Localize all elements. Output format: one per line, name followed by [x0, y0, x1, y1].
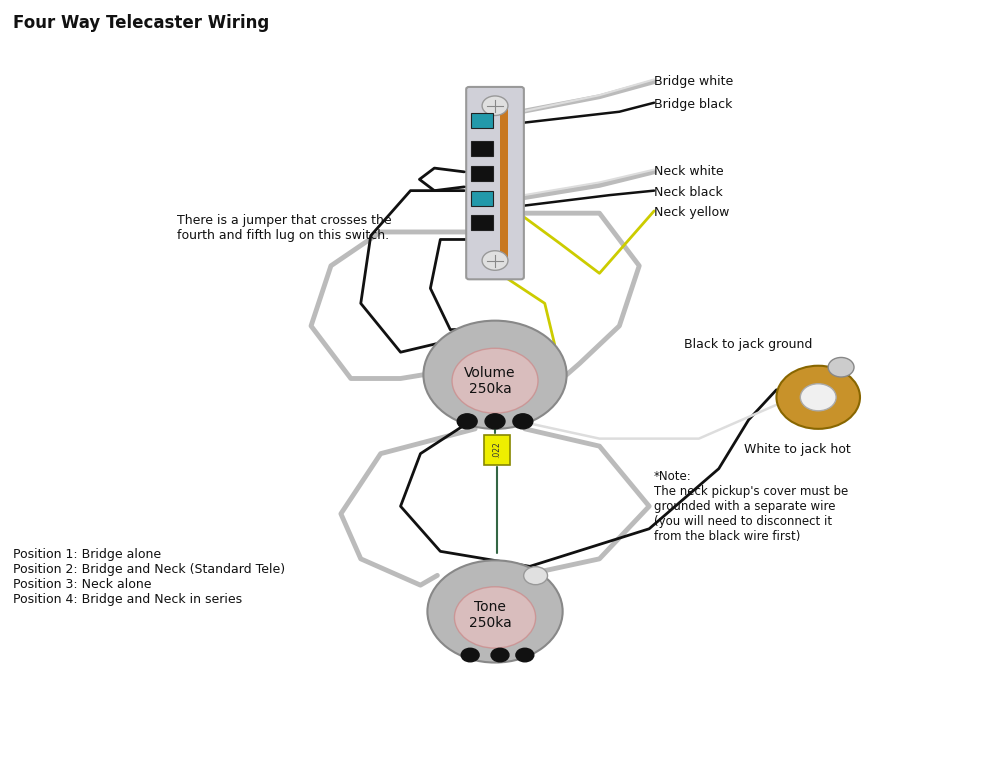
Text: Black to jack ground: Black to jack ground	[684, 338, 812, 351]
Text: Neck yellow: Neck yellow	[654, 206, 730, 219]
Text: White to jack hot: White to jack hot	[744, 444, 850, 456]
Text: Neck black: Neck black	[654, 185, 723, 198]
Text: Bridge black: Bridge black	[654, 98, 733, 111]
Text: *Note:
The neck pickup's cover must be
grounded with a separate wire
(you will n: *Note: The neck pickup's cover must be g…	[654, 470, 848, 543]
Circle shape	[800, 384, 836, 411]
Bar	[471, 191, 493, 206]
Text: Volume
250ka: Volume 250ka	[464, 366, 516, 396]
Circle shape	[491, 648, 509, 662]
FancyBboxPatch shape	[466, 87, 524, 279]
Text: Position 1: Bridge alone
Position 2: Bridge and Neck (Standard Tele)
Position 3:: Position 1: Bridge alone Position 2: Bri…	[13, 547, 285, 606]
Circle shape	[524, 567, 548, 584]
Bar	[471, 114, 493, 128]
Circle shape	[513, 414, 533, 429]
Circle shape	[457, 414, 477, 429]
Circle shape	[423, 321, 567, 429]
Circle shape	[776, 366, 860, 429]
Circle shape	[828, 357, 854, 377]
Circle shape	[427, 560, 563, 662]
Circle shape	[516, 648, 534, 662]
Bar	[471, 141, 493, 156]
Text: .022: .022	[493, 441, 502, 458]
Text: Tone
250ka: Tone 250ka	[469, 600, 511, 631]
Text: Bridge white: Bridge white	[654, 75, 733, 88]
Circle shape	[482, 251, 508, 270]
Text: There is a jumper that crosses the
fourth and fifth lug on this switch.: There is a jumper that crosses the fourt…	[177, 214, 391, 242]
Bar	[471, 215, 493, 229]
Circle shape	[452, 348, 538, 413]
Circle shape	[461, 648, 479, 662]
Bar	[471, 166, 493, 181]
Bar	[484, 435, 510, 465]
Text: Neck white: Neck white	[654, 165, 724, 179]
Circle shape	[485, 414, 505, 429]
Circle shape	[482, 96, 508, 116]
Bar	[500, 108, 508, 258]
Circle shape	[454, 587, 536, 648]
Text: Four Way Telecaster Wiring: Four Way Telecaster Wiring	[13, 14, 269, 32]
